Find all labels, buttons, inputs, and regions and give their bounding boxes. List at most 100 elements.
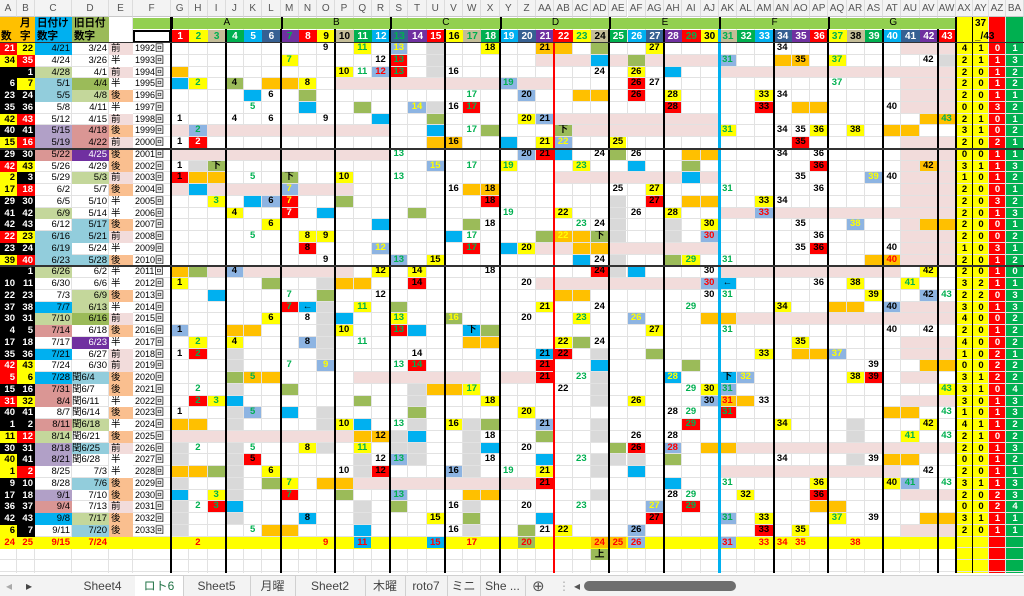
column-header-t[interactable]: T [408, 0, 427, 17]
old-date-cell[interactable]: 7/13 [88, 501, 108, 513]
grid-cell[interactable]: 27 [645, 325, 663, 336]
column-header-at[interactable]: AT [883, 0, 902, 17]
grid-cell[interactable] [189, 266, 207, 277]
date-cell[interactable]: 6/23 [35, 254, 72, 267]
grid-cell[interactable]: 2 [195, 383, 201, 394]
number-b[interactable]: 43 [17, 513, 35, 525]
grid-cell[interactable] [280, 524, 298, 536]
grid-cell[interactable]: 3 [207, 195, 225, 207]
grid-cell[interactable]: 31 [718, 395, 737, 407]
grid-cell[interactable] [664, 477, 682, 489]
grid-cell[interactable]: 31 [718, 54, 737, 66]
grid-cell[interactable] [590, 489, 609, 501]
grid-cell[interactable]: 36 [810, 242, 828, 254]
period-mark[interactable]: 前 [109, 442, 133, 455]
grid-cell[interactable]: 11 [353, 43, 371, 54]
grid-cell[interactable]: 30 [700, 219, 718, 230]
grid-cell[interactable] [225, 383, 244, 395]
old-date-cell[interactable]: 6/9 [72, 289, 109, 302]
grid-cell[interactable]: 20 [517, 148, 536, 160]
date-cell[interactable]: 8/25 [51, 466, 71, 477]
date-cell[interactable]: 7/10 [35, 313, 72, 325]
date-cell[interactable]: 7/7 [35, 301, 72, 314]
grid-cell[interactable]: 4 [231, 113, 238, 124]
grid-cell[interactable] [481, 125, 499, 136]
summary-cell[interactable]: 25 [609, 536, 627, 548]
old-date-cell[interactable]: 4/25 [72, 148, 109, 161]
grid-cell[interactable] [371, 113, 390, 125]
grid-cell[interactable] [171, 266, 189, 277]
number-header-4[interactable]: 4 [225, 30, 245, 43]
summary-d[interactable]: 7/24 [88, 536, 108, 548]
period-mark[interactable]: 半 [109, 466, 133, 478]
old-date-cell[interactable]: 閏6/7 [72, 383, 95, 395]
grid-cell[interactable]: 36 [810, 125, 828, 136]
grid-cell[interactable] [225, 325, 244, 336]
date-cell[interactable]: 6/26 [35, 266, 72, 278]
grid-cell[interactable]: 14 [408, 101, 426, 113]
round-label[interactable]: 2003回 [135, 172, 165, 183]
grid-cell[interactable]: 41 [901, 278, 919, 289]
number-header-13[interactable]: 13 [390, 30, 409, 43]
number-header-14[interactable]: 14 [408, 30, 427, 43]
grid-cell[interactable]: 5 [250, 231, 256, 241]
grid-cell[interactable] [627, 54, 645, 66]
grid-cell[interactable] [408, 325, 426, 336]
grid-cell[interactable] [481, 325, 499, 336]
round-label[interactable]: 2011回 [135, 266, 164, 277]
number-header-36[interactable]: 36 [810, 30, 829, 43]
grid-cell[interactable]: 35 [795, 125, 806, 136]
grid-cell[interactable] [189, 466, 207, 477]
grid-cell[interactable] [627, 466, 645, 477]
grid-cell[interactable]: 31 [718, 125, 737, 136]
round-label[interactable]: 2007回 [135, 219, 165, 230]
date-cell[interactable]: 6/30 [51, 278, 71, 289]
grid-cell[interactable]: 8 [298, 231, 317, 242]
grid-cell[interactable]: 24 [594, 254, 605, 265]
grid-cell[interactable]: 29 [682, 254, 700, 266]
grid-cell[interactable]: 35 [795, 172, 806, 183]
period-mark[interactable]: 後 [109, 524, 133, 537]
number-a[interactable]: 41 [0, 207, 17, 220]
sheet-tab[interactable]: She ... [480, 576, 526, 596]
grid-cell[interactable] [317, 207, 335, 219]
grid-cell[interactable] [463, 336, 481, 348]
round-label[interactable]: 2026回 [135, 442, 165, 453]
grid-cell[interactable] [682, 160, 700, 172]
grid-cell[interactable]: 31 [722, 254, 733, 265]
number-a[interactable]: 6 [0, 524, 17, 537]
round-label[interactable]: 1993回 [135, 54, 165, 65]
period-mark[interactable]: 半 [109, 278, 133, 290]
grid-cell[interactable] [171, 489, 189, 501]
grid-cell[interactable]: 42 [922, 54, 934, 65]
column-header-d[interactable]: D [72, 0, 109, 17]
grid-cell[interactable]: 4 [225, 336, 244, 348]
grid-cell[interactable]: 30 [700, 231, 718, 242]
grid-cell[interactable] [609, 219, 627, 230]
grid-cell[interactable] [335, 477, 353, 489]
grid-cell[interactable]: 23 [572, 160, 590, 172]
date-cell[interactable]: 7/28 [35, 372, 72, 384]
grid-cell[interactable]: 40 [883, 301, 901, 313]
old-date-cell[interactable]: 7/20 [72, 524, 109, 537]
grid-cell[interactable]: 8 [298, 242, 317, 254]
round-label[interactable]: 2002回 [135, 160, 165, 171]
number-header-23[interactable]: 23 [572, 30, 591, 43]
grid-cell[interactable]: 36 [813, 231, 824, 241]
number-header-40[interactable]: 40 [883, 30, 902, 43]
grid-cell[interactable]: 23 [576, 454, 587, 465]
grid-cell[interactable]: 43 [937, 383, 956, 395]
grid-cell[interactable]: 6 [268, 113, 274, 124]
grid-cell[interactable] [225, 513, 244, 524]
number-b[interactable]: 7 [17, 78, 35, 90]
date-cell[interactable]: 6/9 [35, 207, 72, 220]
grid-cell[interactable]: 下 [590, 231, 609, 242]
number-a[interactable]: 4 [0, 325, 17, 337]
grid-cell[interactable]: 36 [813, 184, 824, 194]
grid-cell[interactable]: 31 [722, 325, 733, 335]
period-mark[interactable]: 前 [109, 231, 133, 243]
grid-cell[interactable]: 12 [375, 289, 386, 300]
date-cell[interactable]: 6/2 [56, 184, 70, 195]
grid-cell[interactable] [645, 348, 663, 360]
round-label[interactable]: 1994回 [135, 66, 165, 77]
